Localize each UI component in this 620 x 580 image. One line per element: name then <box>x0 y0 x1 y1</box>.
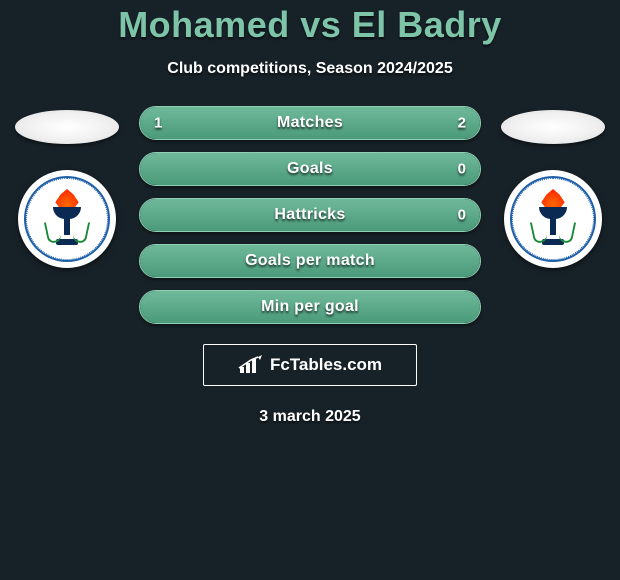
stat-row: 12Matches <box>139 106 481 140</box>
stats-panel: 12Matches 0Goals 0Hattricks Goals per match… <box>139 106 481 324</box>
comparison-card: Mohamed vs El Badry Club competitions, S… <box>0 0 620 426</box>
player-right-club-badge <box>504 170 602 268</box>
stat-row: 0Goals <box>139 152 481 186</box>
stat-label: Hattricks <box>140 206 480 224</box>
player-left-avatar <box>15 110 119 144</box>
torch-icon <box>530 189 576 249</box>
main-area: 12Matches 0Goals 0Hattricks Goals per match… <box>0 106 620 324</box>
stat-label: Goals per match <box>140 252 480 270</box>
date-label: 3 march 2025 <box>0 408 620 426</box>
player-left-club-badge <box>18 170 116 268</box>
torch-icon <box>44 189 90 249</box>
player-left-column <box>13 106 121 268</box>
brand-box: FcTables.com <box>203 344 417 386</box>
stat-row: 0Hattricks <box>139 198 481 232</box>
stat-row: Goals per match <box>139 244 481 278</box>
player-right-column <box>499 106 607 268</box>
subtitle: Club competitions, Season 2024/2025 <box>0 60 620 78</box>
bar-chart-icon <box>238 355 264 375</box>
stat-label: Matches <box>140 114 480 132</box>
stat-row: Min per goal <box>139 290 481 324</box>
stat-label: Goals <box>140 160 480 178</box>
page-title: Mohamed vs El Badry <box>0 4 620 46</box>
brand-label: FcTables.com <box>270 355 382 375</box>
player-right-avatar <box>501 110 605 144</box>
stat-label: Min per goal <box>140 298 480 316</box>
